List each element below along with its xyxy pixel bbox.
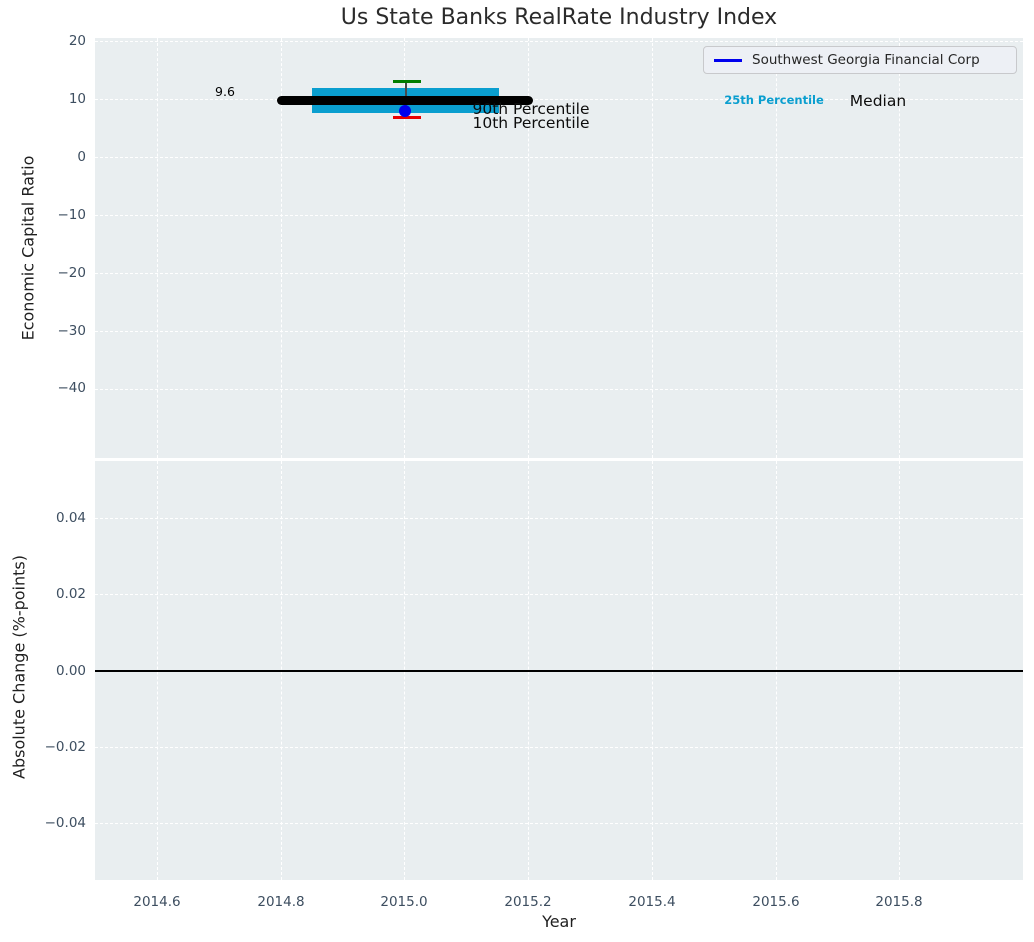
gridline (404, 38, 406, 458)
top-panel: 9.6 90th Percentile 10th Percentile 25th… (95, 38, 1023, 458)
annotation-10th-percentile: 10th Percentile (472, 114, 590, 132)
x-tick-label: 2014.6 (133, 894, 181, 910)
y-tick-label: 0 (77, 149, 86, 165)
y-tick-label: 0.00 (55, 663, 86, 679)
gridline (95, 518, 1023, 520)
bottom-panel (95, 461, 1023, 880)
gridline (95, 594, 1023, 596)
y-tick-label: −30 (57, 323, 87, 339)
y-tick-label: 20 (68, 33, 86, 49)
y-tick-label: 0.04 (55, 510, 86, 526)
y-tick-label: −20 (57, 265, 87, 281)
p90-cap (393, 80, 421, 83)
y-tick-label: 10 (68, 91, 86, 107)
gridline (95, 214, 1023, 216)
x-tick-label: 2015.2 (504, 894, 552, 910)
legend-line-swatch (714, 58, 742, 62)
bottom-y-axis-label: Absolute Change (%-points) (9, 555, 29, 779)
chart-title: Us State Banks RealRate Industry Index (340, 5, 778, 30)
annotation-median-value: 9.6 (215, 84, 235, 99)
x-tick-label: 2015.8 (875, 894, 923, 910)
p10-cap (393, 116, 421, 119)
annotation-median: Median (849, 92, 907, 110)
gridline (95, 98, 1023, 100)
gridline (528, 38, 530, 458)
top-y-axis-label: Economic Capital Ratio (18, 155, 38, 341)
x-axis-label: Year (542, 912, 576, 931)
gridline (95, 822, 1023, 824)
gridline (95, 330, 1023, 332)
y-tick-label: −40 (57, 380, 87, 396)
x-tick-label: 2015.0 (380, 894, 428, 910)
x-tick-label: 2014.8 (257, 894, 305, 910)
y-tick-label: −10 (57, 207, 87, 223)
gridline (95, 388, 1023, 390)
legend-label: Southwest Georgia Financial Corp (752, 52, 980, 68)
gridline (95, 40, 1023, 42)
gridline (775, 38, 777, 458)
gridline (899, 38, 901, 458)
company-dot (399, 105, 411, 117)
y-tick-label: −0.02 (44, 739, 86, 755)
annotation-90th-percentile: 90th Percentile (472, 100, 590, 118)
x-tick-label: 2015.6 (752, 894, 800, 910)
legend: Southwest Georgia Financial Corp (703, 46, 1017, 74)
gridline (95, 746, 1023, 748)
y-tick-label: 0.02 (55, 586, 86, 602)
gridline (95, 272, 1023, 274)
gridline-layer (95, 38, 1023, 458)
gridline (95, 156, 1023, 158)
annotation-25th-percentile: 25th Percentile (724, 93, 824, 107)
gridline (651, 38, 653, 458)
median-line (277, 96, 533, 105)
gridline (156, 38, 158, 458)
gridline (280, 38, 282, 458)
y-tick-label: −0.04 (44, 815, 86, 831)
x-tick-label: 2015.4 (628, 894, 676, 910)
zero-line (95, 670, 1023, 672)
